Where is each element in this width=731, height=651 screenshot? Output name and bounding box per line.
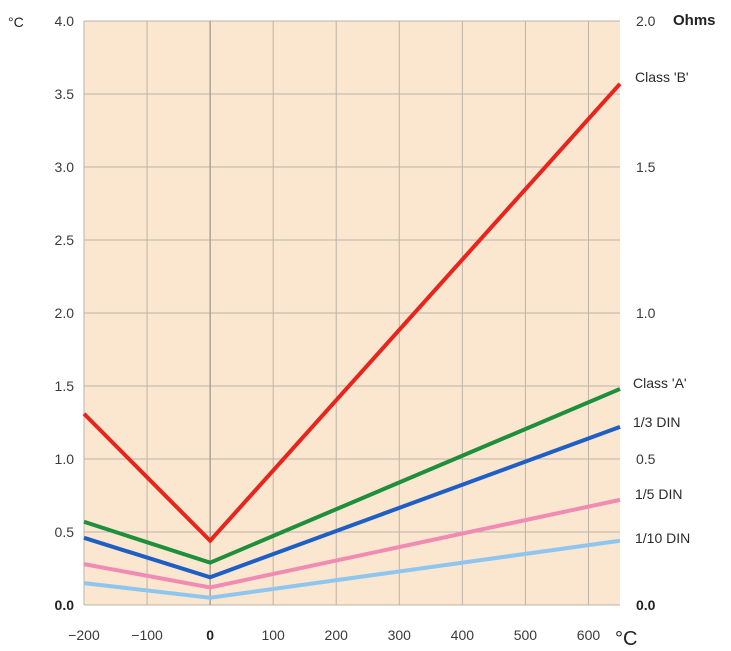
y-tick-label: 3.5 [55, 86, 75, 102]
series-line-0 [82, 82, 622, 544]
series-label-2: 1/3 DIN [633, 414, 680, 430]
y2-axis-ticks: 0.0 0.5 1.0 1.5 2.0 [636, 13, 656, 613]
series-lines [82, 82, 622, 600]
series-label-3: 1/5 DIN [635, 486, 682, 502]
series-line-1 [83, 387, 621, 565]
y-axis-unit: °C [8, 14, 24, 30]
y-tick-label: 1.5 [55, 378, 75, 394]
x-axis-ticks: −200 −100 0 100 200 300 400 500 600 [68, 627, 600, 643]
y2-tick-label: 0.0 [636, 597, 656, 613]
series-line-2 [83, 425, 621, 580]
y-axis-ticks: 0.0 0.5 1.0 1.5 2.0 2.5 3.0 3.5 4.0 [55, 13, 75, 613]
y-tick-label: 4.0 [55, 13, 75, 29]
series-line-4 [83, 538, 621, 600]
x-tick-label: 300 [388, 627, 412, 643]
x-tick-label: 0 [206, 627, 214, 643]
x-axis-unit: °C [615, 628, 637, 650]
series-label-0: Class 'B' [635, 69, 689, 85]
series-labels: Class 'B' Class 'A' 1/3 DIN 1/5 DIN 1/10 DIN [633, 69, 690, 546]
x-tick-label: 100 [261, 627, 285, 643]
y-tick-label: 0.0 [55, 597, 75, 613]
y2-tick-label: 1.0 [636, 305, 656, 321]
y2-axis-unit: Ohms [673, 12, 716, 29]
y-tick-label: 3.0 [55, 159, 75, 175]
x-tick-label: 400 [451, 627, 475, 643]
x-tick-label: 200 [325, 627, 349, 643]
y-tick-label: 2.5 [55, 232, 75, 248]
y-tick-label: 1.0 [55, 451, 75, 467]
series-label-1: Class 'A' [633, 375, 687, 391]
y2-tick-label: 1.5 [636, 159, 656, 175]
y-tick-label: 2.0 [55, 305, 75, 321]
x-tick-label: −100 [131, 627, 163, 643]
series-label-4: 1/10 DIN [635, 530, 690, 546]
x-tick-label: 600 [577, 627, 601, 643]
x-tick-label: 500 [514, 627, 538, 643]
y2-tick-label: 0.5 [636, 451, 656, 467]
y2-tick-label: 2.0 [636, 13, 656, 29]
y-tick-label: 0.5 [55, 524, 75, 540]
series-line-3 [83, 497, 621, 590]
x-tick-label: −200 [68, 627, 100, 643]
